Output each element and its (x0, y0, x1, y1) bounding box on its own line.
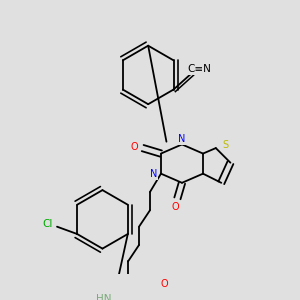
Text: N: N (178, 134, 186, 144)
Text: N: N (150, 169, 157, 179)
Text: O: O (161, 279, 168, 289)
Text: HN: HN (96, 294, 111, 300)
Text: O: O (172, 202, 179, 212)
Text: C≡N: C≡N (187, 64, 211, 74)
Text: Cl: Cl (43, 219, 53, 229)
Text: S: S (223, 140, 229, 150)
Text: O: O (130, 142, 138, 152)
